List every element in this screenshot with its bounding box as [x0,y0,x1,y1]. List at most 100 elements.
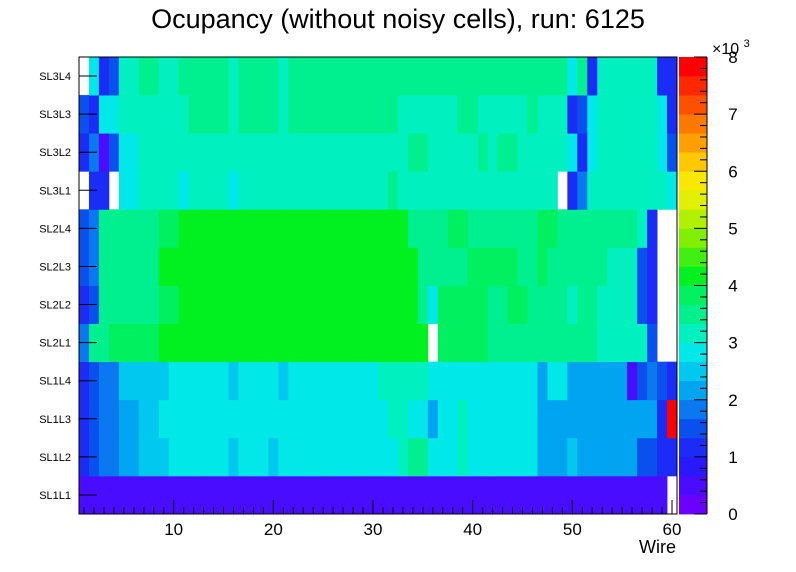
heatmap-cell [497,133,508,172]
heatmap-cell [557,247,568,286]
heatmap-cell [487,399,498,439]
heatmap-cell [318,285,329,324]
heatmap-cell [417,285,429,324]
heatmap-cell [547,133,558,172]
heatmap-cell [138,95,150,134]
heatmap-cell [397,95,409,134]
heatmap-cell [617,399,628,439]
heatmap-cell [427,171,439,210]
heatmap-cell [497,247,508,286]
heatmap-cell [447,475,459,515]
heatmap-cell [567,361,578,401]
heatmap-cell [617,323,628,363]
heatmap-cell [467,171,479,210]
heatmap-cell [457,285,469,324]
heatmap-cell [328,437,339,477]
heatmap-cell [607,323,618,363]
heatmap-cell [268,475,279,515]
heatmap-cell [118,437,130,477]
heatmap-cell [647,475,658,515]
heatmap-cell [298,209,309,248]
heatmap-cell [218,361,229,401]
heatmap-cell [397,323,409,363]
heatmap-cell [447,247,459,286]
heatmap-cell [308,209,319,248]
heatmap-cell [318,171,329,210]
heatmap-cell [627,323,638,363]
heatmap-cell [228,95,239,134]
heatmap-cell [248,133,259,172]
heatmap-cell [407,95,419,134]
heatmap-cell [328,475,339,515]
heatmap-cell [98,57,110,96]
heatmap-cell [587,247,598,286]
y-tick-label: SL3L3 [39,109,71,121]
heatmap-cell [188,361,199,401]
heatmap-cell [118,57,130,96]
heatmap-cell [437,399,449,439]
z-tick-label: 1 [728,448,737,467]
x-tick-label: 20 [264,520,283,539]
heatmap-cell [507,323,518,363]
heatmap-cell [637,437,648,477]
heatmap-cell [268,247,279,286]
heatmap-cell [298,247,309,286]
heatmap-cell [208,475,219,515]
heatmap-cell [298,437,309,477]
heatmap-cell [447,323,459,363]
heatmap-cell [397,247,409,286]
color-scale-segment [679,418,707,439]
heatmap-cell [577,437,588,477]
z-tick-label: 3 [728,334,737,353]
heatmap-cell [467,361,479,401]
heatmap-cell [178,209,190,248]
heatmap-cell [288,57,299,96]
heatmap-cell [577,399,588,439]
heatmap-cell [437,133,449,172]
heatmap-cell [378,171,389,210]
heatmap-cell [268,209,279,248]
heatmap-cell [368,171,379,210]
heatmap-cell [657,475,668,515]
heatmap-cell [507,361,518,401]
heatmap-cell [577,133,588,172]
heatmap-cell [198,171,209,210]
heatmap-cell [447,133,459,172]
heatmap-cell [148,323,160,363]
heatmap-cell [358,247,369,286]
heatmap-cell [547,399,558,439]
color-scale-segment [679,228,707,248]
heatmap-cell [168,399,180,439]
heatmap-cell [557,323,568,363]
heatmap-cell [437,171,449,210]
heatmap-cell [567,475,578,515]
heatmap-cell [447,399,459,439]
heatmap-cell [537,133,548,172]
heatmap-cell [537,323,548,363]
heatmap-cell [278,133,289,172]
heatmap-cell [397,475,409,515]
heatmap-cell [537,399,548,439]
heatmap-cell [238,437,249,477]
heatmap-cell [148,57,160,96]
heatmap-cell [637,399,648,439]
heatmap-cell [497,95,508,134]
heatmap-cell [148,247,160,286]
heatmap-cell [228,171,239,210]
heatmap-cell [657,57,668,96]
multiplier-base: ×10 [712,41,739,58]
heatmap-cell [148,171,160,210]
y-tick-label: SL1L4 [39,376,71,388]
heatmap-cell [507,133,518,172]
heatmap-cell [587,475,598,515]
heatmap-cell [427,475,439,515]
x-tick-label: 60 [663,520,682,539]
heatmap-cell [647,95,658,134]
heatmap-cell [158,247,170,286]
heatmap-cell [397,209,409,248]
heatmap-cell [407,171,419,210]
heatmap-cell [368,247,379,286]
heatmap-cell [637,209,648,248]
heatmap-cell [387,399,399,439]
heatmap-cell [387,57,399,96]
